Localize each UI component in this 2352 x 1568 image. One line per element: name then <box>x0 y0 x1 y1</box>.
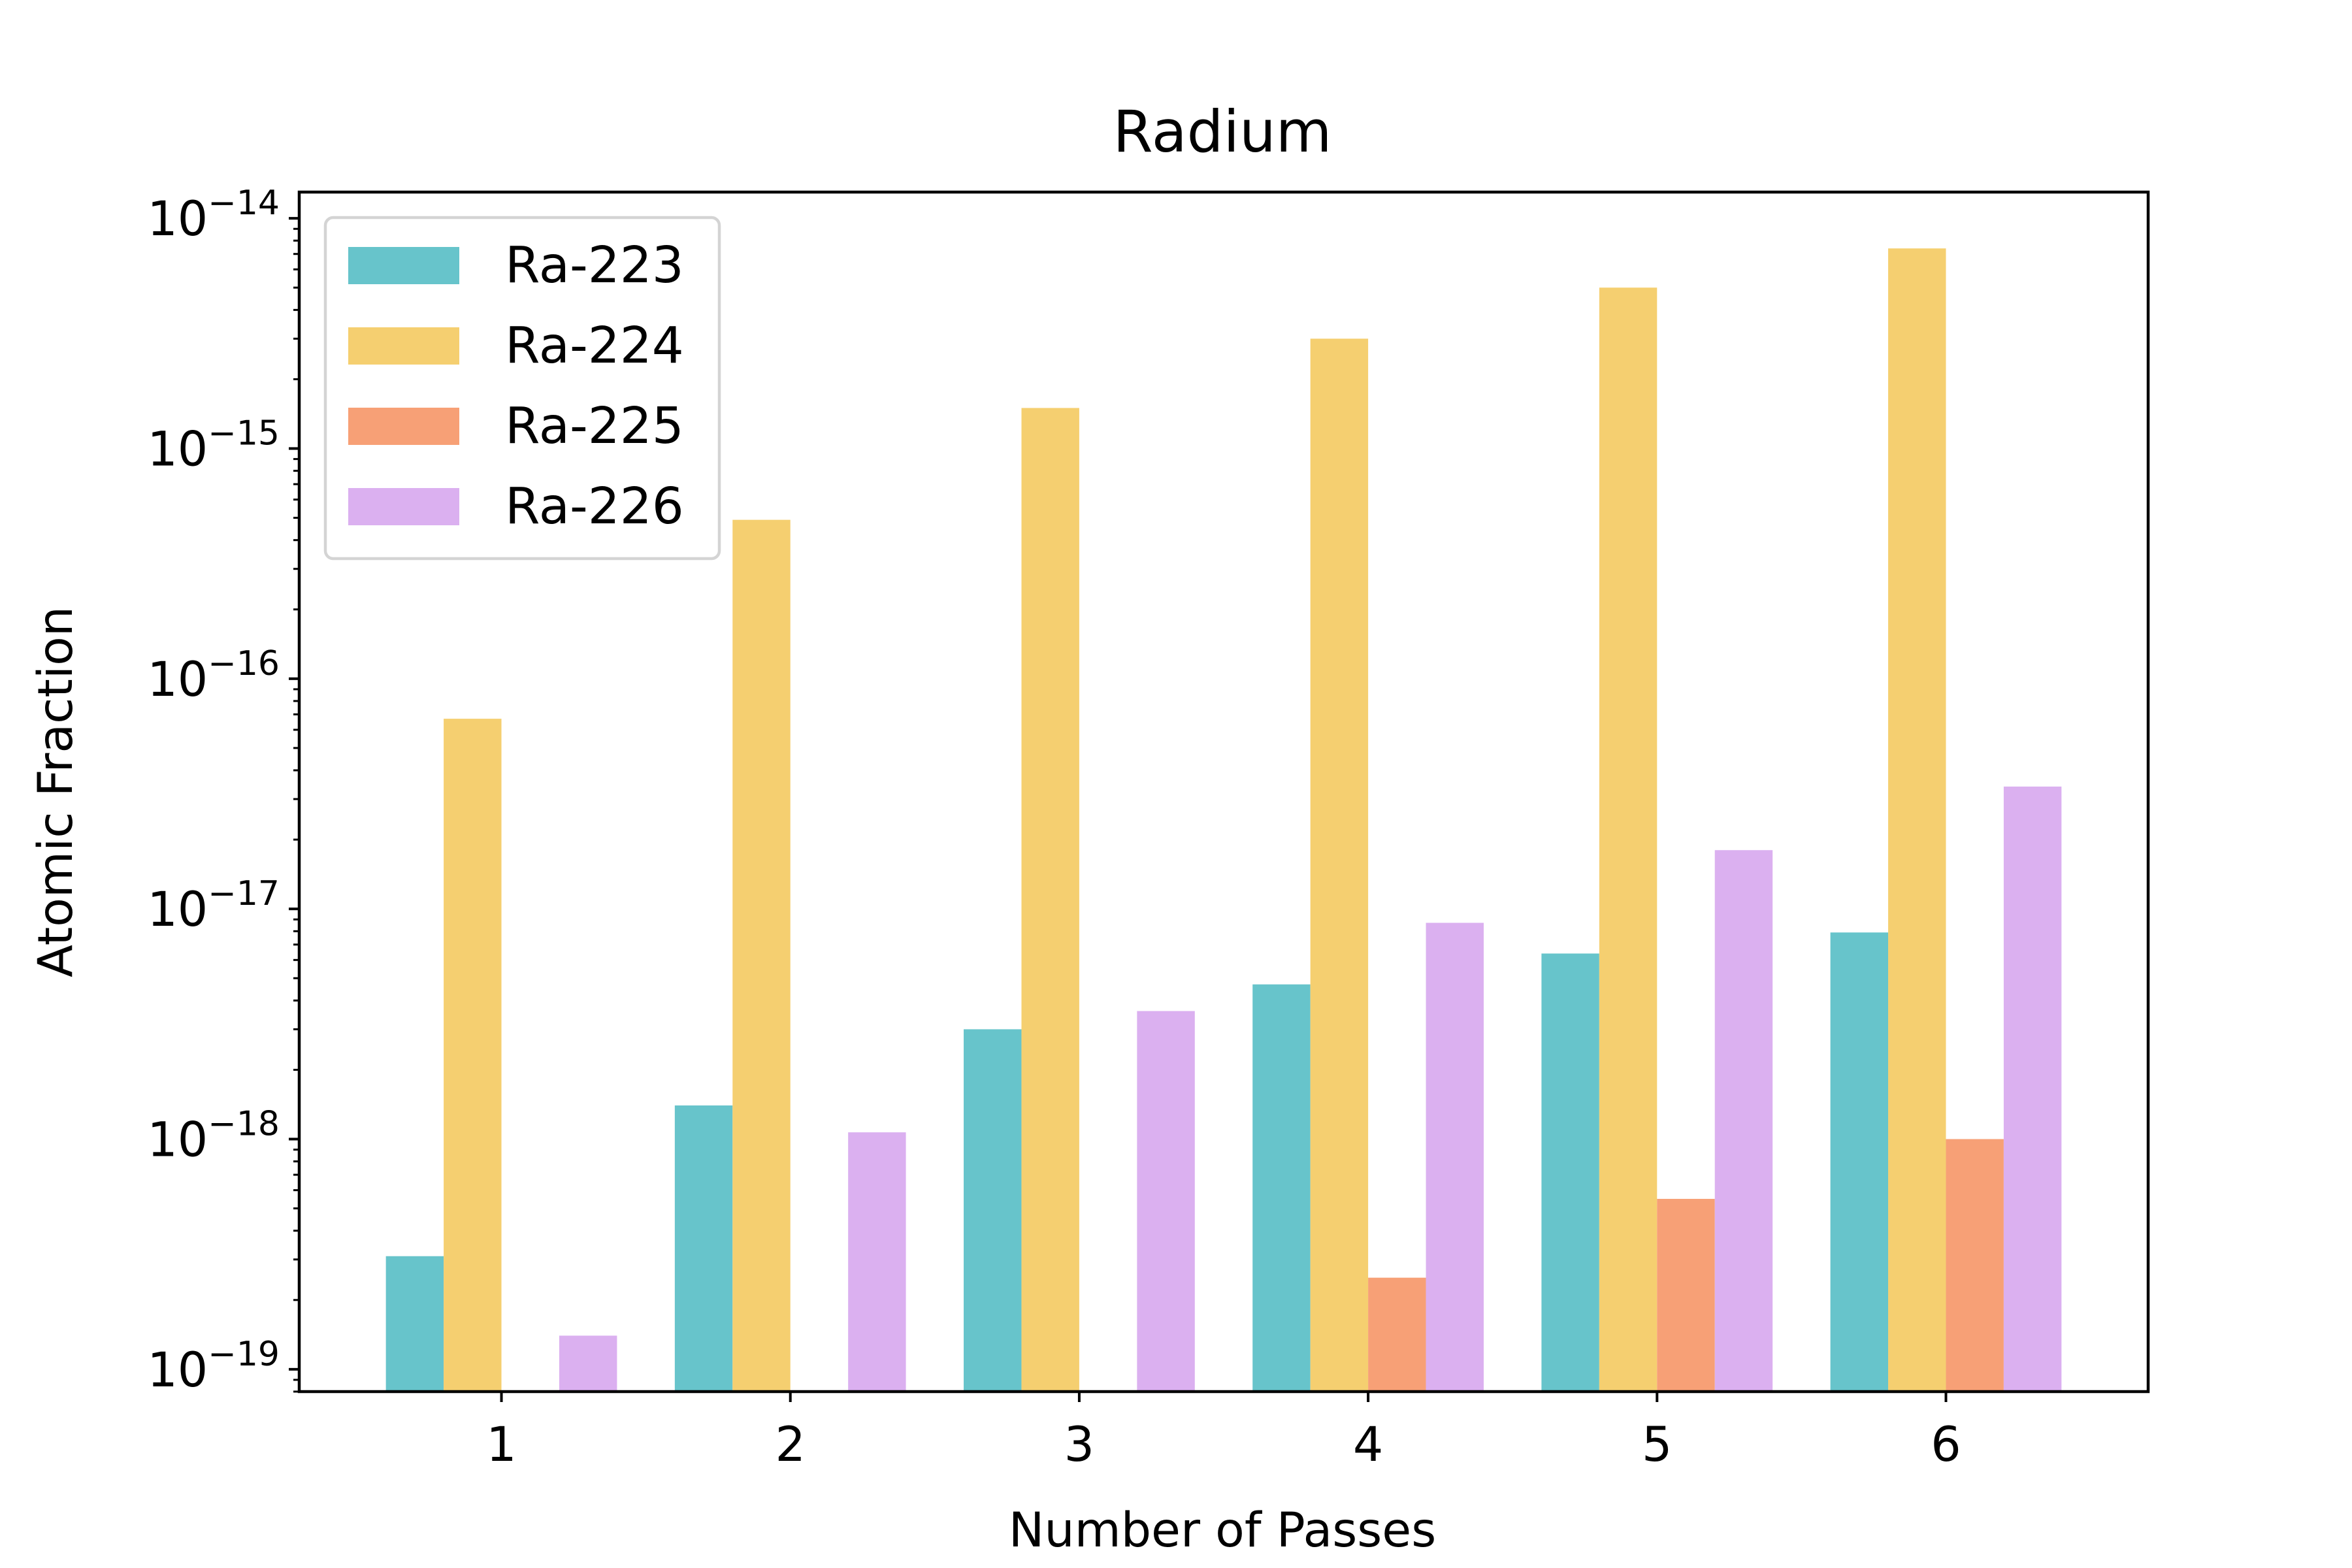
y-tick-label: 10−17 <box>147 874 280 938</box>
x-tick-label: 3 <box>1064 1417 1094 1473</box>
bar-ra-226-pass-2 <box>848 1132 906 1392</box>
bar-ra-226-pass-3 <box>1137 1011 1195 1392</box>
chart-title: Radium <box>1113 98 1332 165</box>
bar-ra-223-pass-6 <box>1830 932 1889 1392</box>
legend-label-ra-225: Ra-225 <box>505 397 684 455</box>
bar-ra-223-pass-3 <box>964 1029 1022 1392</box>
legend-label-ra-224: Ra-224 <box>505 317 684 375</box>
y-tick-label: 10−19 <box>147 1335 280 1398</box>
y-tick-label: 10−14 <box>147 184 280 247</box>
bar-ra-226-pass-4 <box>1426 923 1484 1392</box>
bar-ra-225-pass-6 <box>1946 1139 2004 1392</box>
y-axis-title: Atomic Fraction <box>28 606 84 977</box>
x-tick-label: 2 <box>775 1417 805 1473</box>
bar-ra-225-pass-5 <box>1657 1198 1715 1392</box>
y-tick-label: 10−18 <box>147 1105 280 1168</box>
bar-ra-224-pass-3 <box>1021 408 1079 1392</box>
y-tick-label: 10−15 <box>147 414 280 477</box>
legend-swatch-ra-225 <box>348 408 459 445</box>
bar-ra-223-pass-1 <box>385 1256 444 1392</box>
bar-ra-224-pass-6 <box>1888 248 1946 1392</box>
bar-ra-225-pass-4 <box>1368 1277 1426 1392</box>
x-tick-label: 6 <box>1931 1417 1961 1473</box>
y-tick-label: 10−16 <box>147 644 280 708</box>
bar-ra-224-pass-2 <box>732 519 791 1392</box>
bar-ra-226-pass-1 <box>559 1335 617 1392</box>
bar-ra-223-pass-4 <box>1252 984 1311 1392</box>
legend-frame <box>323 216 721 561</box>
plot-frame <box>297 190 2150 1394</box>
legend-swatch-ra-223 <box>348 247 459 284</box>
x-tick-label: 4 <box>1353 1417 1383 1473</box>
legend: Ra-223 Ra-224 Ra-225 Ra-226 <box>323 216 721 561</box>
x-tick-label: 1 <box>486 1417 516 1473</box>
x-axis-title: Number of Passes <box>1009 1503 1437 1558</box>
bar-ra-223-pass-2 <box>674 1105 733 1392</box>
legend-swatch-ra-224 <box>348 327 459 365</box>
bar-ra-226-pass-5 <box>1714 850 1773 1392</box>
x-tick-label: 5 <box>1642 1417 1672 1473</box>
bar-ra-226-pass-6 <box>2003 786 2062 1392</box>
y-axis: 10−19 10−18 10−17 10−16 10−15 10−14 <box>147 184 299 1398</box>
legend-label-ra-223: Ra-223 <box>505 237 684 295</box>
x-axis: 1 2 3 4 5 6 <box>486 1392 1961 1473</box>
bar-ra-224-pass-4 <box>1310 338 1369 1392</box>
legend-swatch-ra-226 <box>348 488 459 525</box>
bar-ra-224-pass-5 <box>1599 287 1658 1392</box>
bar-ra-224-pass-1 <box>444 719 502 1392</box>
bars-group <box>385 248 2062 1392</box>
legend-label-ra-226: Ra-226 <box>505 478 684 536</box>
bar-ra-223-pass-5 <box>1541 953 1599 1392</box>
